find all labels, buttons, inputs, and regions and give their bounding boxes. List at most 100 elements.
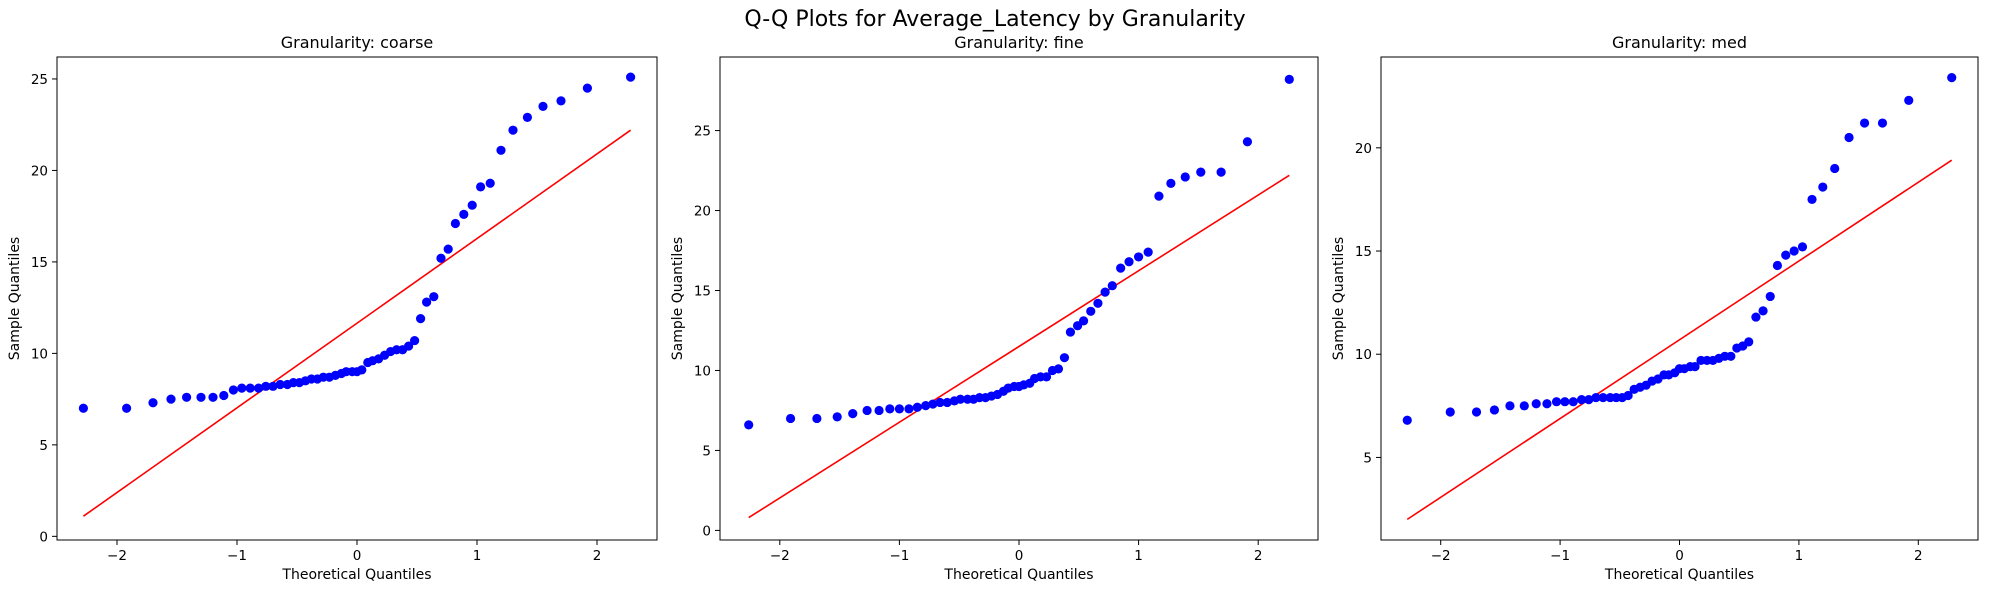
x-tick-label: 0 xyxy=(1015,548,1024,564)
data-point xyxy=(912,402,922,412)
data-point xyxy=(832,412,842,422)
y-tick-label: 25 xyxy=(694,124,711,140)
data-point xyxy=(1807,194,1817,205)
data-point xyxy=(1531,399,1541,409)
data-point xyxy=(1041,372,1052,382)
data-point xyxy=(496,145,506,155)
data-point xyxy=(416,314,426,324)
axes-frame xyxy=(1380,56,1979,541)
x-tick-label: −1 xyxy=(227,548,247,564)
data-point xyxy=(1124,257,1134,267)
data-point xyxy=(874,405,884,416)
y-tick-label: 15 xyxy=(694,284,711,300)
y-tick-label: 15 xyxy=(1355,244,1372,260)
x-tick-label: 2 xyxy=(1914,548,1923,564)
subplots: Granularity: coarse−2 −1 0 1 20510152025Theo… xyxy=(7,33,1979,583)
data-point xyxy=(268,381,278,391)
x-tick-label: 0 xyxy=(1675,548,1684,564)
x-tick-label: 2 xyxy=(593,548,602,564)
data-point xyxy=(436,253,446,263)
data-point xyxy=(1560,397,1570,407)
x-tick-label: −2 xyxy=(107,548,127,564)
data-point xyxy=(357,365,367,375)
data-point xyxy=(245,383,255,393)
data-point xyxy=(1751,312,1761,322)
data-point xyxy=(1180,172,1190,182)
y-tick-label: 0 xyxy=(39,529,48,545)
y-tick-label: 10 xyxy=(31,346,48,362)
data-point xyxy=(196,392,206,402)
data-point xyxy=(122,403,132,413)
data-point xyxy=(1086,306,1096,316)
data-point xyxy=(1402,415,1412,425)
data-point xyxy=(1690,362,1700,372)
data-point xyxy=(942,397,952,408)
data-point xyxy=(1166,178,1176,188)
y-tick-label: 20 xyxy=(1355,141,1372,157)
data-point xyxy=(1154,191,1164,201)
data-point xyxy=(182,392,192,402)
y-axis-label: Sample Quantiles xyxy=(7,237,23,360)
data-point xyxy=(1576,395,1587,405)
data-point xyxy=(1772,260,1783,271)
y-tick-label: 10 xyxy=(694,363,711,379)
data-point xyxy=(1078,316,1089,326)
data-point xyxy=(1134,252,1144,262)
x-tick-label: 1 xyxy=(473,548,482,564)
data-point xyxy=(1830,163,1840,174)
data-point xyxy=(538,101,548,111)
subplot-title: Granularity: med xyxy=(1612,33,1747,52)
data-point xyxy=(78,403,88,413)
data-point xyxy=(1859,118,1870,128)
data-point xyxy=(1242,137,1253,147)
data-point xyxy=(1877,118,1888,128)
data-point xyxy=(429,292,439,302)
data-point xyxy=(467,200,477,210)
data-point xyxy=(955,394,965,404)
data-point xyxy=(275,379,285,390)
data-point xyxy=(1505,401,1515,411)
reference-line xyxy=(82,129,632,517)
data-point xyxy=(1765,291,1775,302)
data-point xyxy=(443,244,453,254)
data-point xyxy=(626,72,636,82)
data-point xyxy=(254,383,264,393)
data-point xyxy=(1519,401,1529,411)
y-tick-label: 0 xyxy=(702,523,711,539)
data-point xyxy=(459,209,469,219)
data-point xyxy=(1471,407,1482,417)
y-tick-label: 5 xyxy=(702,443,711,459)
data-point xyxy=(219,390,229,401)
x-tick-label: −2 xyxy=(1431,548,1451,564)
data-point xyxy=(1116,263,1126,273)
data-point xyxy=(862,405,872,416)
data-point xyxy=(237,383,247,393)
data-point xyxy=(1904,95,1914,105)
y-tick-label: 15 xyxy=(31,255,48,271)
x-tick-label: −1 xyxy=(1550,548,1570,564)
y-tick-label: 5 xyxy=(39,438,48,454)
data-point xyxy=(582,83,593,93)
data-point xyxy=(928,399,938,409)
reference-line xyxy=(1406,159,1953,521)
data-point xyxy=(261,381,271,391)
data-point xyxy=(1065,327,1076,337)
data-point xyxy=(148,398,158,408)
data-point xyxy=(812,413,822,424)
data-point xyxy=(1744,337,1754,347)
data-point xyxy=(894,404,905,414)
axes-frame xyxy=(719,56,1319,541)
data-point xyxy=(1100,287,1110,297)
data-point xyxy=(1591,392,1601,403)
data-point xyxy=(785,413,796,424)
data-point xyxy=(1947,73,1957,83)
data-point xyxy=(508,125,518,135)
subplot-title: Granularity: fine xyxy=(954,33,1083,52)
x-axis-label: Theoretical Quantiles xyxy=(943,567,1093,583)
data-point xyxy=(904,404,914,414)
qq-panel-2: Granularity: med −2 −1 0 1 2 5 10 15 20 Theoretica… xyxy=(1331,33,1979,583)
y-tick-label: 20 xyxy=(694,204,711,220)
x-axis-label: Theoretical Quantiles xyxy=(1604,567,1754,583)
data-point xyxy=(1551,397,1562,407)
data-point xyxy=(1758,306,1768,316)
